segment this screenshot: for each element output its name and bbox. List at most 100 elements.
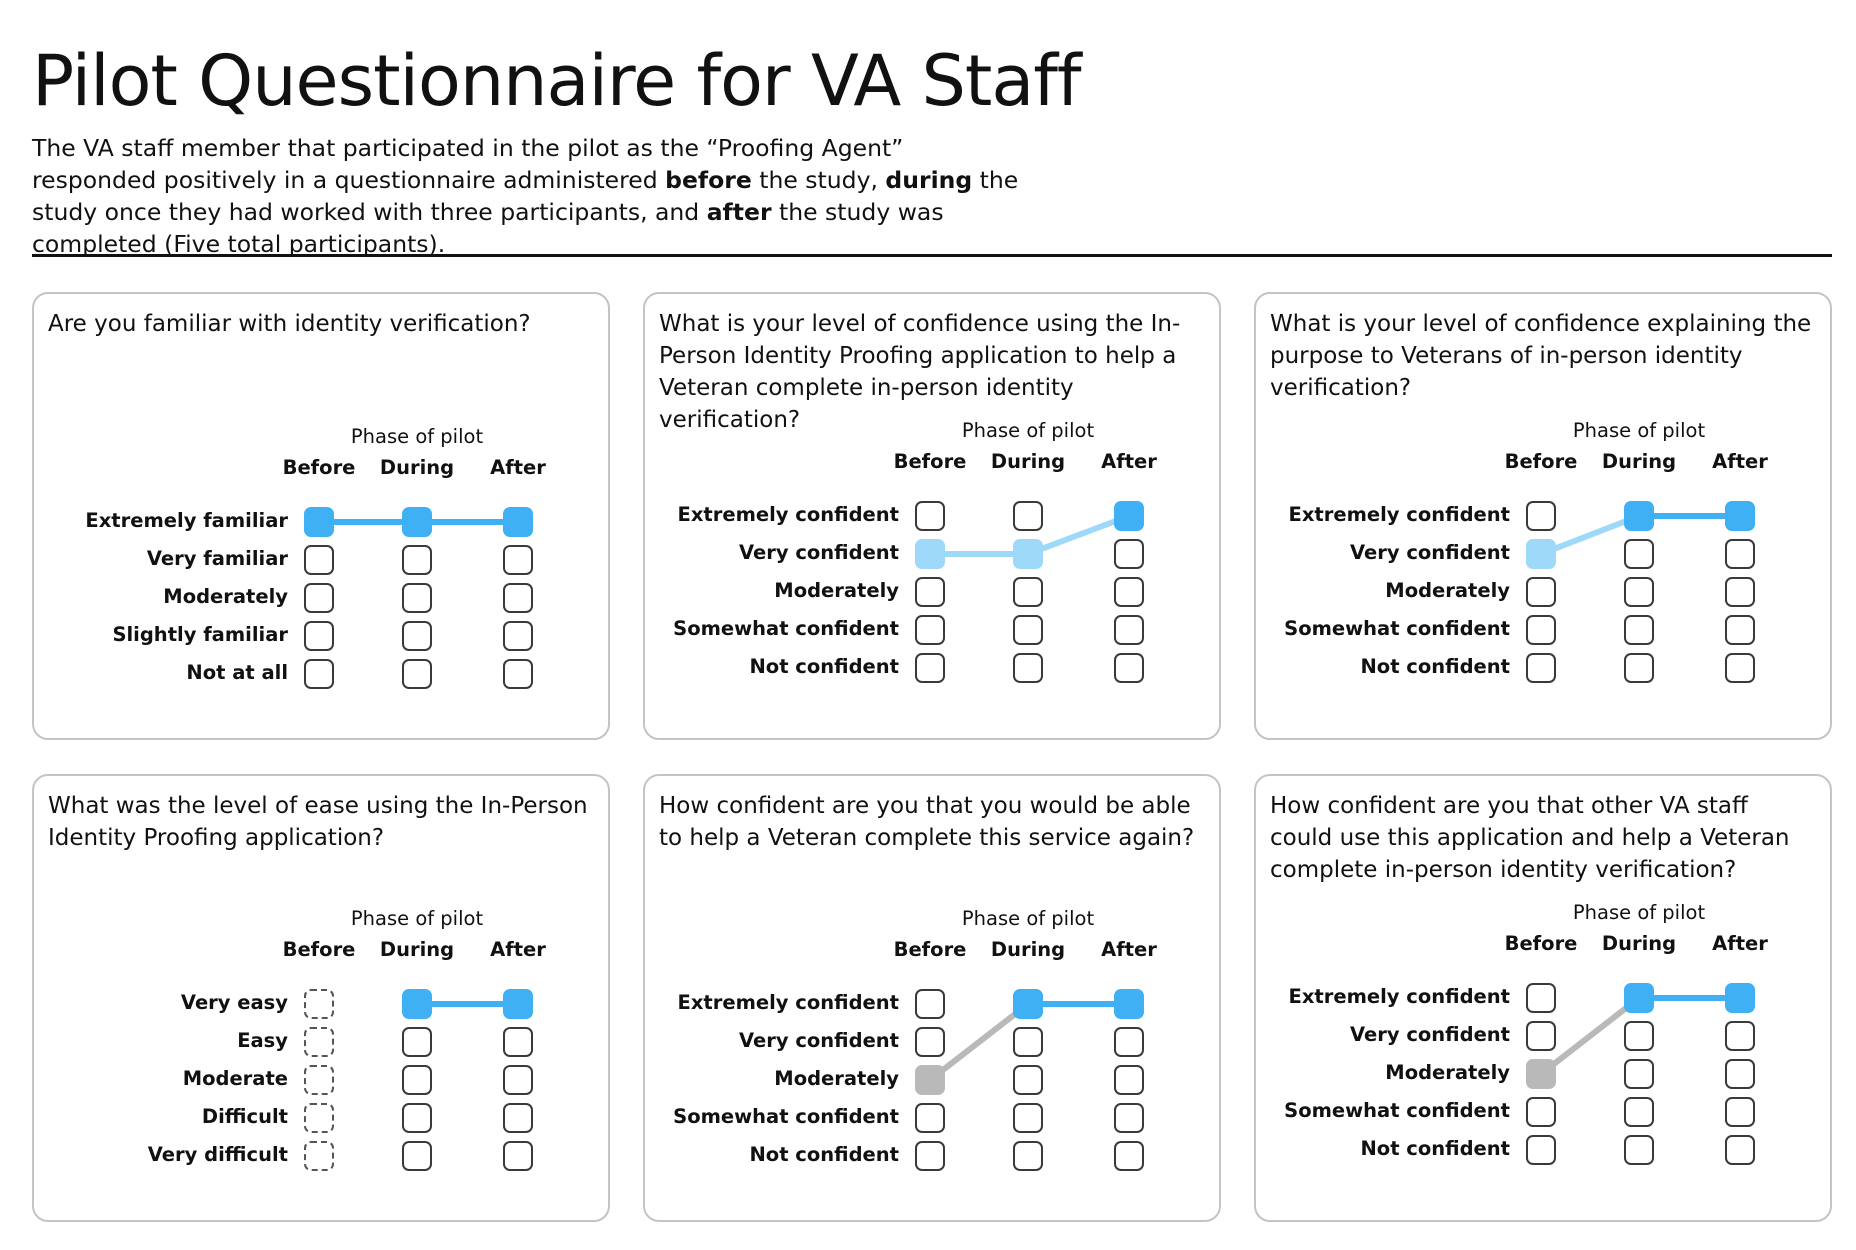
response-box-during[interactable] (402, 1065, 432, 1095)
column-header-before: Before (893, 450, 967, 473)
response-box-before[interactable] (1526, 577, 1556, 607)
response-box-before[interactable] (915, 577, 945, 607)
response-box-during[interactable] (1013, 1141, 1043, 1171)
response-box-after[interactable] (503, 1027, 533, 1057)
response-box-during[interactable] (1624, 1135, 1654, 1165)
selected-response-box-before[interactable] (915, 1065, 945, 1095)
response-box-before[interactable] (915, 615, 945, 645)
response-box-after[interactable] (503, 1065, 533, 1095)
question-text: How confident are you that you would be … (659, 793, 1195, 851)
response-box-during[interactable] (1013, 577, 1043, 607)
response-box-before[interactable] (1526, 501, 1556, 531)
response-box-during[interactable] (1624, 615, 1654, 645)
response-box-during[interactable] (1624, 653, 1654, 683)
response-box-before[interactable] (304, 1065, 334, 1095)
response-box-during[interactable] (1624, 1097, 1654, 1127)
selected-response-box-after[interactable] (503, 989, 533, 1019)
response-box-during[interactable] (402, 1103, 432, 1133)
response-box-after[interactable] (1114, 577, 1144, 607)
selected-response-box-during[interactable] (1624, 501, 1654, 531)
response-box-during[interactable] (1624, 1021, 1654, 1051)
response-box-before[interactable] (1526, 983, 1556, 1013)
response-box-after[interactable] (503, 583, 533, 613)
response-box-before[interactable] (304, 1027, 334, 1057)
response-box-after[interactable] (503, 1103, 533, 1133)
response-box-after[interactable] (1725, 653, 1755, 683)
response-box-during[interactable] (1624, 1059, 1654, 1089)
response-box-during[interactable] (402, 545, 432, 575)
selected-response-box-after[interactable] (1725, 983, 1755, 1013)
response-box-before[interactable] (1526, 653, 1556, 683)
response-box-after[interactable] (503, 1141, 533, 1171)
response-box-before[interactable] (304, 583, 334, 613)
response-box-during[interactable] (1013, 653, 1043, 683)
row-label: Extremely confident (1288, 985, 1510, 1008)
response-box-before[interactable] (915, 989, 945, 1019)
response-box-before[interactable] (915, 1103, 945, 1133)
selected-response-box-during[interactable] (1013, 539, 1043, 569)
question-card: What is your level of confidence explain… (1254, 292, 1832, 740)
response-box-before[interactable] (915, 1141, 945, 1171)
response-box-before[interactable] (1526, 1021, 1556, 1051)
response-box-after[interactable] (1114, 615, 1144, 645)
phase-of-pilot-label: Phase of pilot (961, 907, 1095, 930)
response-box-during[interactable] (1013, 501, 1043, 531)
response-box-after[interactable] (1725, 1135, 1755, 1165)
response-box-before[interactable] (915, 1027, 945, 1057)
response-box-after[interactable] (503, 621, 533, 651)
selected-response-box-during[interactable] (1624, 983, 1654, 1013)
response-box-after[interactable] (1114, 539, 1144, 569)
selected-response-box-during[interactable] (402, 507, 432, 537)
phase-of-pilot-label: Phase of pilot (1572, 901, 1706, 924)
response-box-before[interactable] (915, 501, 945, 531)
response-box-before[interactable] (304, 989, 334, 1019)
selected-response-box-after[interactable] (1725, 501, 1755, 531)
response-box-after[interactable] (1725, 1059, 1755, 1089)
response-box-after[interactable] (1114, 1141, 1144, 1171)
selected-response-box-before[interactable] (1526, 539, 1556, 569)
response-box-during[interactable] (1013, 615, 1043, 645)
response-box-during[interactable] (402, 583, 432, 613)
response-box-during[interactable] (402, 1141, 432, 1171)
response-box-after[interactable] (503, 659, 533, 689)
response-box-after[interactable] (1725, 539, 1755, 569)
response-box-after[interactable] (1725, 577, 1755, 607)
response-box-before[interactable] (1526, 615, 1556, 645)
column-header-during: During (1601, 932, 1677, 955)
selected-response-box-after[interactable] (503, 507, 533, 537)
question-card: How confident are you that other VA staf… (1254, 774, 1832, 1222)
selected-response-box-before[interactable] (915, 539, 945, 569)
row-label: Easy (237, 1029, 288, 1052)
selected-response-box-during[interactable] (402, 989, 432, 1019)
question-text: How confident are you that other VA staf… (1270, 793, 1790, 883)
response-box-during[interactable] (1013, 1027, 1043, 1057)
selected-response-box-during[interactable] (1013, 989, 1043, 1019)
response-box-after[interactable] (1114, 653, 1144, 683)
response-box-after[interactable] (1725, 1021, 1755, 1051)
response-box-during[interactable] (1013, 1065, 1043, 1095)
response-box-before[interactable] (915, 653, 945, 683)
selected-response-box-after[interactable] (1114, 501, 1144, 531)
response-box-before[interactable] (304, 659, 334, 689)
response-box-before[interactable] (304, 1103, 334, 1133)
selected-response-box-after[interactable] (1114, 989, 1144, 1019)
response-box-before[interactable] (1526, 1097, 1556, 1127)
response-box-after[interactable] (1114, 1103, 1144, 1133)
response-box-after[interactable] (503, 545, 533, 575)
response-box-during[interactable] (402, 1027, 432, 1057)
response-box-during[interactable] (1013, 1103, 1043, 1133)
response-box-during[interactable] (1624, 539, 1654, 569)
response-box-after[interactable] (1725, 1097, 1755, 1127)
response-box-during[interactable] (402, 621, 432, 651)
response-box-after[interactable] (1114, 1065, 1144, 1095)
response-box-before[interactable] (304, 621, 334, 651)
response-box-before[interactable] (304, 1141, 334, 1171)
response-box-during[interactable] (402, 659, 432, 689)
response-box-after[interactable] (1114, 1027, 1144, 1057)
selected-response-box-before[interactable] (304, 507, 334, 537)
response-box-after[interactable] (1725, 615, 1755, 645)
response-box-before[interactable] (304, 545, 334, 575)
response-box-during[interactable] (1624, 577, 1654, 607)
selected-response-box-before[interactable] (1526, 1059, 1556, 1089)
response-box-before[interactable] (1526, 1135, 1556, 1165)
